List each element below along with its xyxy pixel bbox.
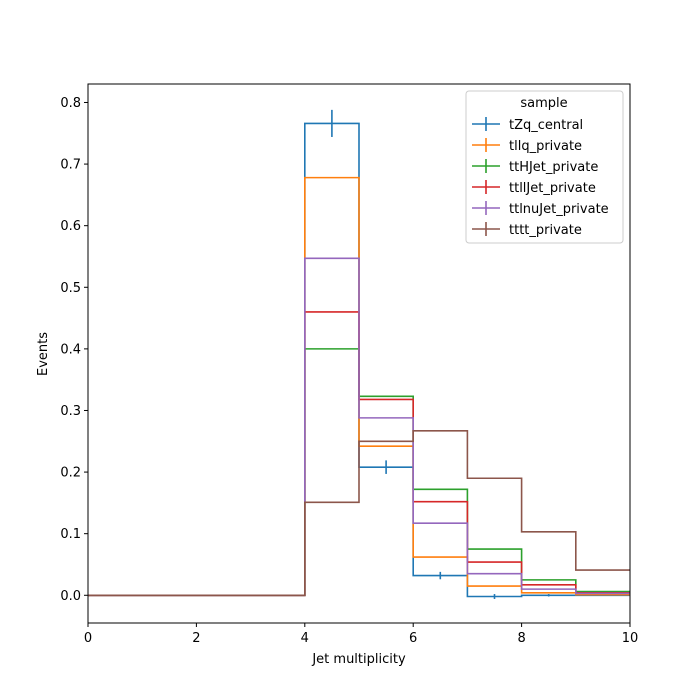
legend-entry-label: ttllJet_private <box>509 181 596 196</box>
series-tttt_private <box>88 430 630 597</box>
y-axis-ticks: 0.0 0.1 0.2 0.3 0.4 0.5 0.6 0.7 0.8 <box>60 96 88 604</box>
series-step-line <box>88 430 630 597</box>
x-tick-label: 2 <box>192 631 200 646</box>
y-tick-label: 0.4 <box>60 342 81 357</box>
legend: sample tZq_central tllq_private ttHJet_pri… <box>465 90 624 244</box>
legend-entry-label: tZq_central <box>509 118 583 133</box>
legend-entry-label: tttt_private <box>509 223 582 238</box>
legend-entry: ttlnuJet_private <box>472 201 609 217</box>
legend-entry: tZq_central <box>472 117 583 133</box>
y-tick-label: 0.8 <box>60 96 81 111</box>
x-axis-label: Jet multiplicity <box>311 652 406 667</box>
y-tick-label: 0.7 <box>60 158 81 173</box>
legend-entries: tZq_central tllq_private ttHJet_privatettl… <box>472 117 609 238</box>
x-tick-label: 8 <box>517 631 525 646</box>
legend-entry-label: tllq_private <box>509 139 582 154</box>
legend-entry-label: ttlnuJet_private <box>509 202 609 217</box>
y-tick-label: 0.3 <box>60 404 81 419</box>
x-tick-label: 4 <box>301 631 309 646</box>
series-layer <box>88 109 630 599</box>
y-tick-label: 0.0 <box>60 589 81 604</box>
legend-entry-label: ttHJet_private <box>509 160 598 175</box>
legend-entry: ttllJet_private <box>472 180 596 196</box>
y-tick-label: 0.5 <box>60 281 81 296</box>
plot-area <box>87 83 631 624</box>
y-tick-label: 0.2 <box>60 466 81 481</box>
legend-entry: tttt_private <box>472 222 582 238</box>
y-tick-label: 0.1 <box>60 527 81 542</box>
plot-frame <box>87 83 631 624</box>
x-tick-label: 6 <box>409 631 417 646</box>
y-axis-label: Events <box>36 332 51 376</box>
legend-entry: ttHJet_private <box>472 159 598 175</box>
x-axis-ticks: 0 2 4 6 8 10 <box>84 623 638 646</box>
legend-frame <box>465 90 624 244</box>
x-tick-label: 0 <box>84 631 92 646</box>
legend-entry: tllq_private <box>472 138 582 154</box>
x-tick-label: 10 <box>622 631 639 646</box>
y-tick-label: 0.6 <box>60 219 81 234</box>
legend-title: sample <box>520 96 567 111</box>
